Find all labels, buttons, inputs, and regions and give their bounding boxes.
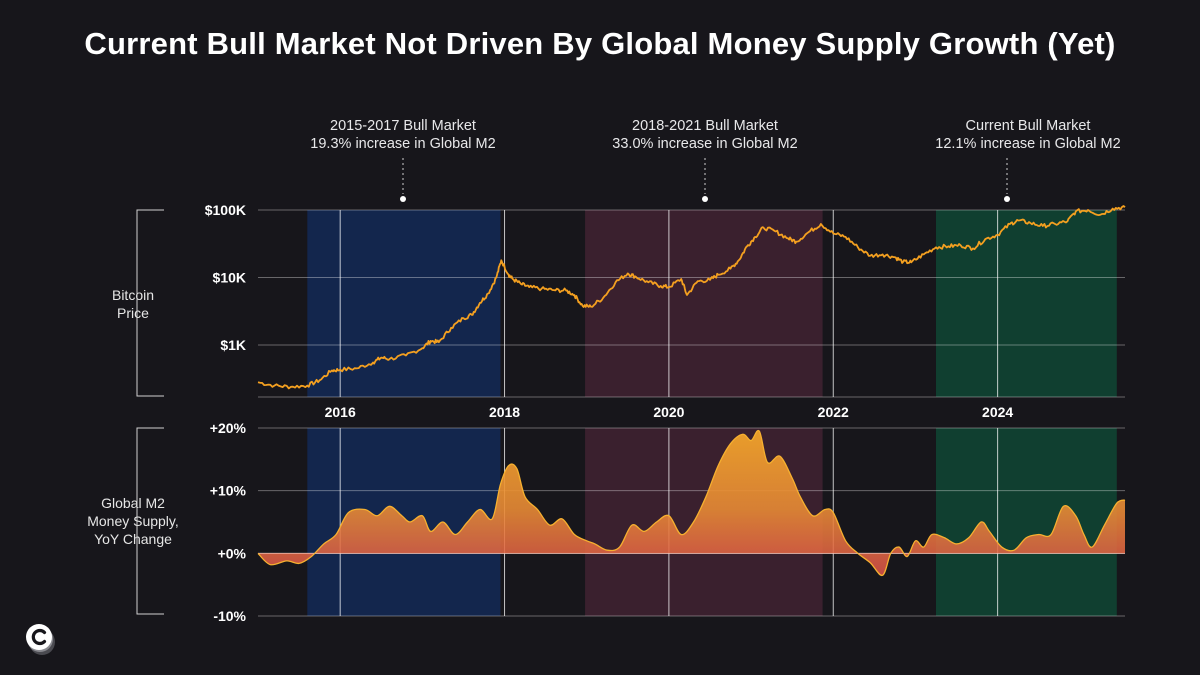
bull-band-price-1 — [307, 210, 501, 397]
price-line-group — [257, 205, 1126, 390]
m2-area-fill — [258, 430, 1125, 576]
bull-band-m2-3 — [935, 428, 1117, 616]
annotation-dot-3 — [1004, 196, 1010, 202]
bull-band-price-2 — [585, 210, 823, 397]
bull-market-bands — [307, 210, 1117, 616]
annotation-leaders — [400, 158, 1010, 202]
page-title: Current Bull Market Not Driven By Global… — [84, 26, 1116, 61]
year-tick-label: 2020 — [653, 404, 684, 420]
m2-axis-label-line: Money Supply, — [87, 513, 179, 529]
year-tick-label: 2018 — [489, 404, 520, 420]
annotation-bull-3-line1: Current Bull Market — [965, 118, 1091, 134]
price-tick-label: $100K — [205, 202, 246, 218]
annotation-bull-2-line2: 33.0% increase in Global M2 — [612, 136, 798, 152]
annotation-bull-2: 2018-2021 Bull Market 33.0% increase in … — [575, 117, 835, 153]
m2-axis-label-line: YoY Change — [94, 531, 172, 547]
annotation-dot-1 — [400, 196, 406, 202]
annotation-bull-1-line2: 19.3% increase in Global M2 — [310, 136, 496, 152]
annotation-bull-2-line1: 2018-2021 Bull Market — [632, 118, 778, 134]
m2-area-line — [257, 429, 1126, 576]
price-axis-label-line: Price — [117, 305, 149, 321]
year-tick-label: 2024 — [982, 404, 1013, 420]
price-tick-label: $1K — [220, 337, 246, 353]
annotation-bull-1-line1: 2015-2017 Bull Market — [330, 118, 476, 134]
brand-logo — [26, 624, 55, 655]
m2-axis-label: Global M2 Money Supply, YoY Change — [63, 494, 203, 548]
annotation-bull-3-line2: 12.1% increase in Global M2 — [935, 136, 1121, 152]
m2-bracket — [136, 427, 164, 615]
year-tick-label: 2022 — [818, 404, 849, 420]
price-line — [257, 205, 1126, 390]
year-tick-label: 2016 — [325, 404, 356, 420]
m2-tick-label: +10% — [210, 483, 247, 499]
m2-axis-label-line: Global M2 — [101, 495, 165, 511]
m2-area — [257, 429, 1126, 576]
m2-tick-label: -10% — [213, 608, 246, 624]
m2-tick-label: +0% — [218, 545, 247, 561]
m2-tick-label: +20% — [210, 420, 247, 436]
bull-band-price-3 — [935, 210, 1117, 397]
axis-brackets — [136, 209, 164, 615]
annotation-bull-1: 2015-2017 Bull Market 19.3% increase in … — [273, 117, 533, 153]
price-axis-label: Bitcoin Price — [63, 286, 203, 322]
annotation-bull-3: Current Bull Market 12.1% increase in Gl… — [898, 117, 1158, 153]
tick-labels: $1K $10K $100K 2016 2018 2020 2022 2024 +20% +10%… — [205, 202, 1014, 624]
annotation-dot-2 — [702, 196, 708, 202]
price-axis-label-line: Bitcoin — [111, 287, 155, 303]
price-bracket — [136, 209, 164, 397]
price-tick-label: $10K — [213, 270, 246, 286]
